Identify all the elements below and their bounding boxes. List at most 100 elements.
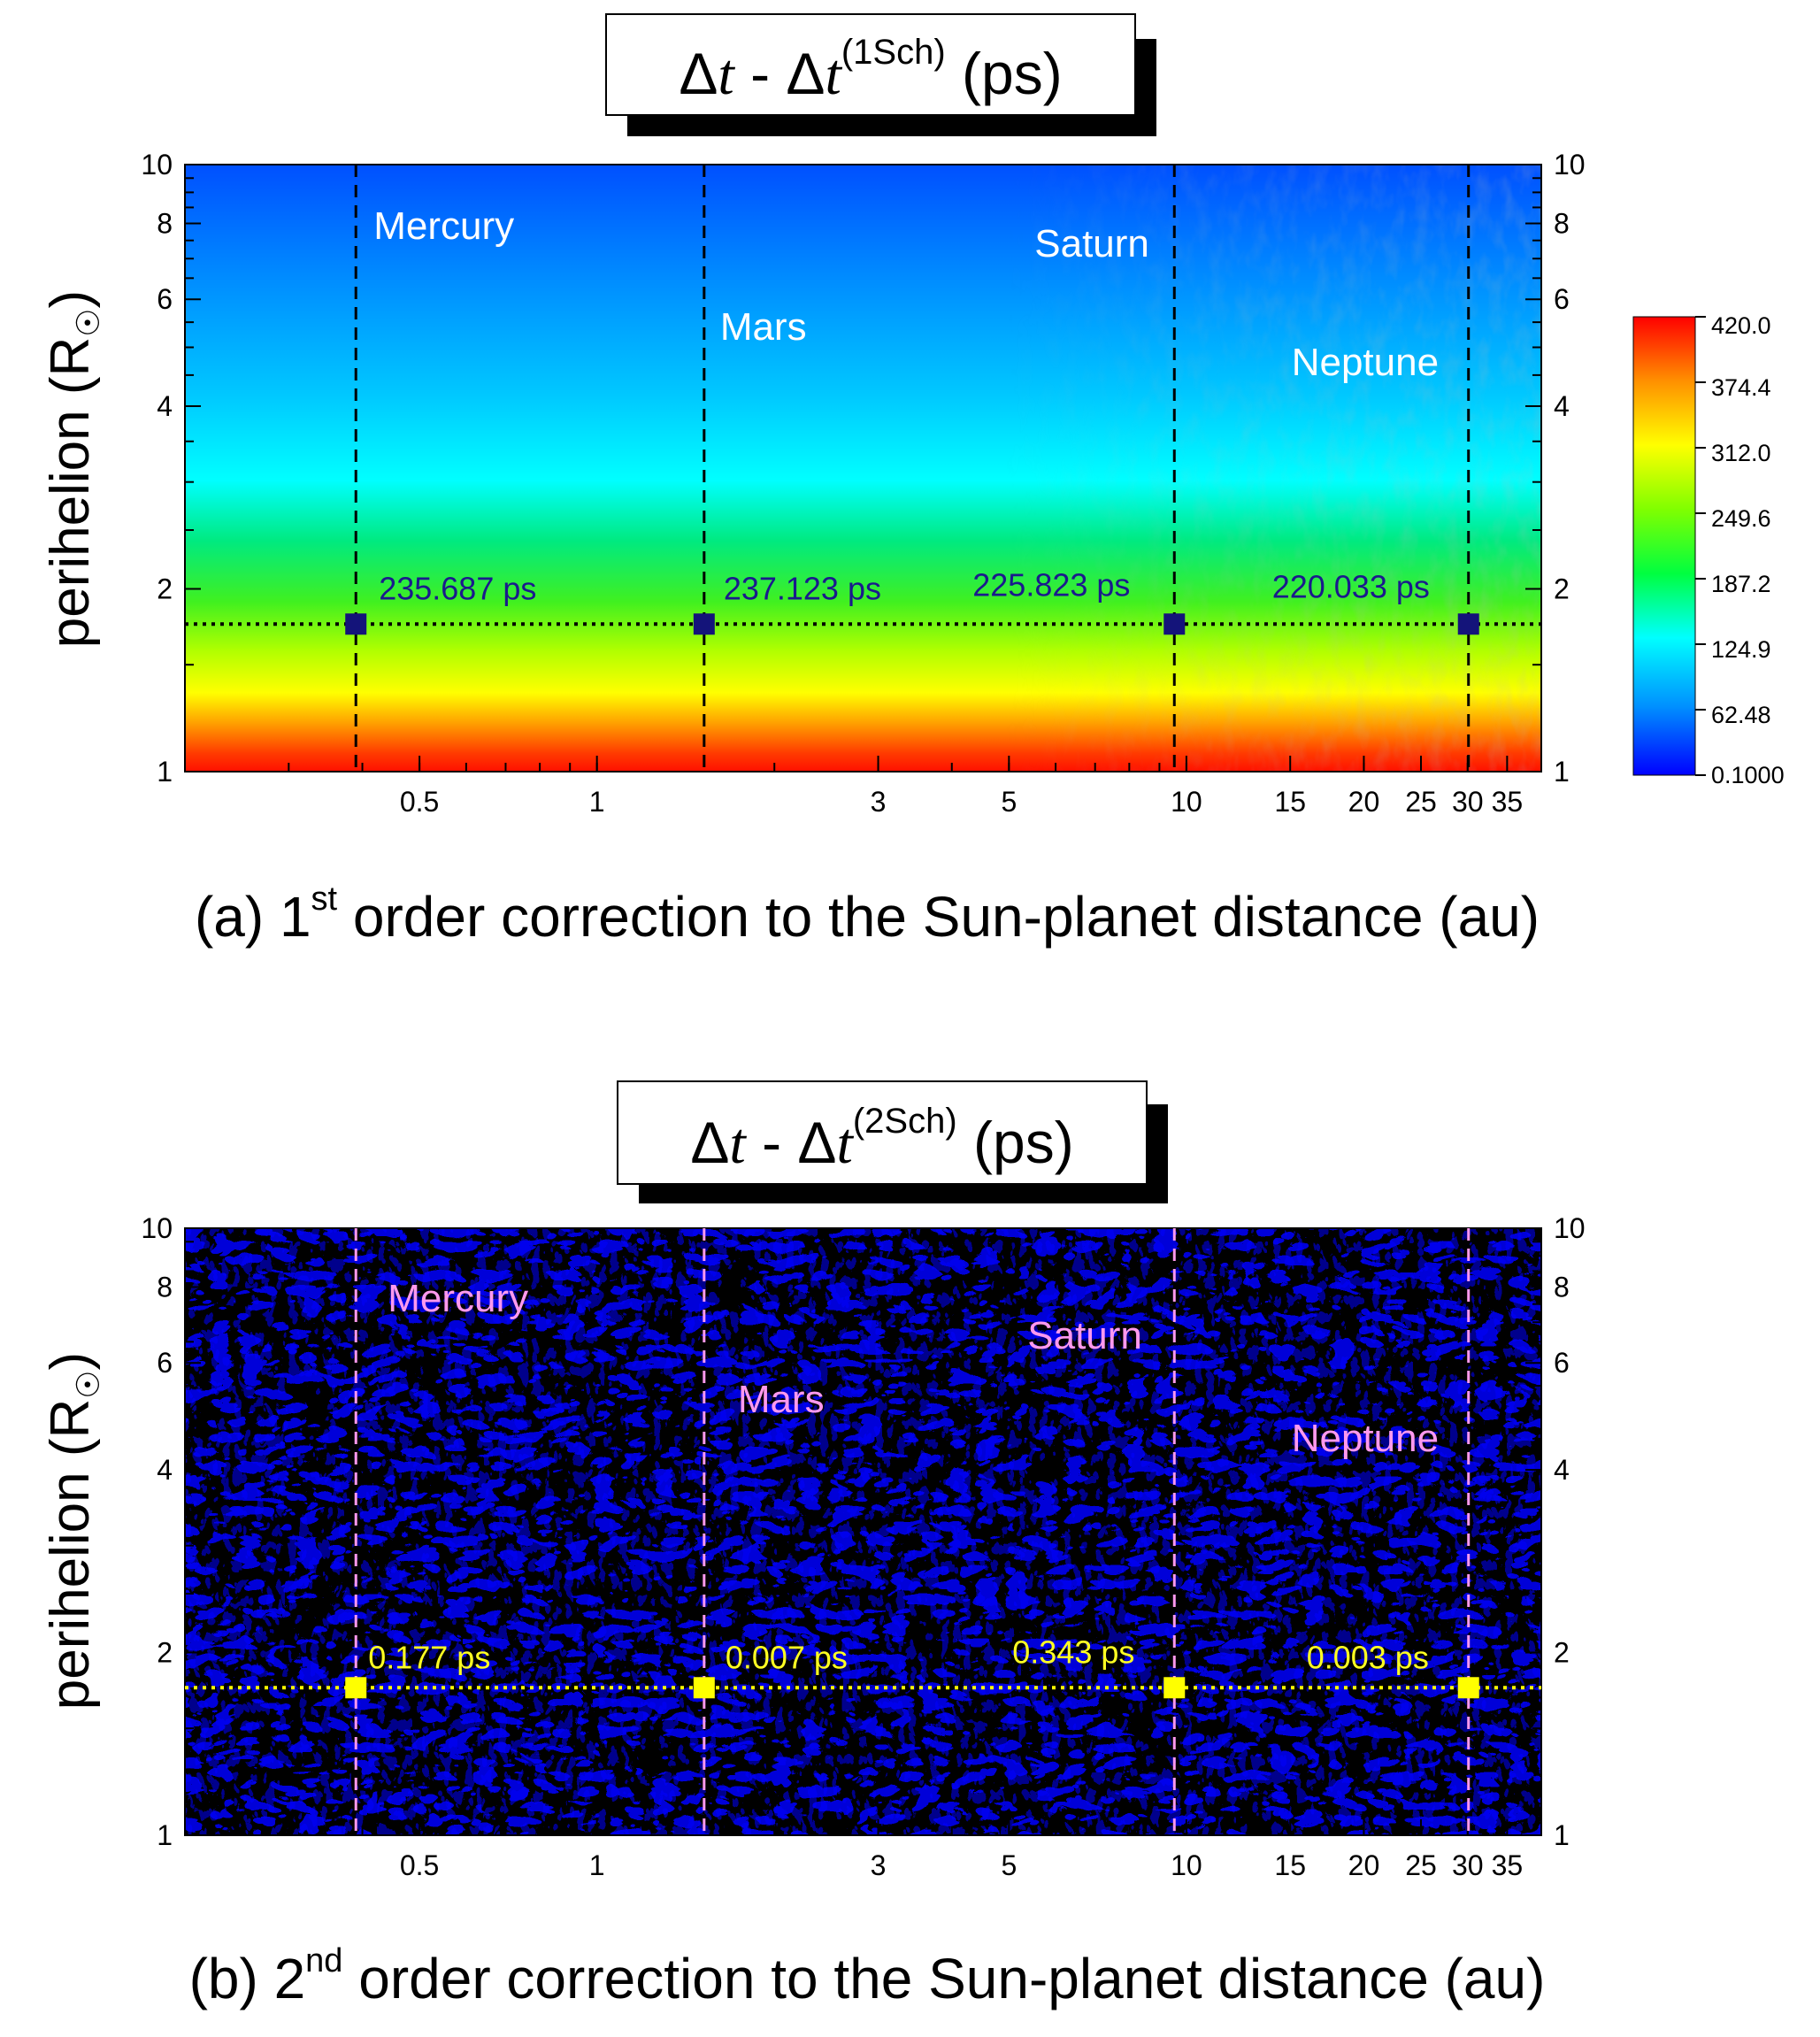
planet-label-saturn: Saturn — [1034, 222, 1149, 265]
colorbar-tick-label: 249.6 — [1711, 505, 1771, 532]
planet-marker-saturn — [1163, 613, 1186, 635]
colorbar-tick-label: 312.0 — [1711, 440, 1771, 466]
y-tick-label-right: 4 — [1554, 1454, 1570, 1486]
xlabel-b-post: order correction to the Sun-planet dista… — [342, 1947, 1545, 2010]
x-tick-label: 20 — [1348, 1849, 1380, 1881]
heatmap-a — [184, 164, 1542, 773]
title-a-unit: (ps) — [946, 41, 1063, 106]
colorbar-tick-label: 0.1000 — [1711, 762, 1785, 788]
title-a-sup: (1Sch) — [841, 33, 946, 72]
plot-frame-b — [184, 1227, 1542, 1836]
title-box-a: Δt - Δt(1Sch) (ps) — [605, 13, 1156, 136]
y-tick-label-left: 4 — [157, 1454, 173, 1486]
heatmap-b-blobs-fine — [185, 1228, 1541, 1835]
y-tick-label-right: 1 — [1554, 756, 1570, 788]
x-tick-label: 35 — [1492, 786, 1524, 818]
title-box-b: Δt - Δt(2Sch) (ps) — [617, 1080, 1168, 1203]
y-tick-label-right: 10 — [1554, 149, 1586, 181]
ylabel-b-text: perihelion (R — [40, 1399, 101, 1710]
title-a-delta: Δ — [679, 41, 718, 106]
title-a: Δt - Δt(1Sch) (ps) — [679, 33, 1062, 107]
value-label-saturn: 0.343 ps — [1012, 1633, 1134, 1670]
y-tick-label-right: 6 — [1554, 1347, 1570, 1379]
planet-marker-mars — [693, 613, 715, 635]
y-tick-label-left: 2 — [157, 573, 173, 604]
colorbar-tick-label: 420.0 — [1711, 312, 1771, 339]
heatmap-b — [184, 1227, 1542, 1836]
planet-marker-mercury — [345, 613, 367, 635]
planet-label-mercury: Mercury — [388, 1277, 528, 1320]
x-tick-label: 15 — [1274, 786, 1306, 818]
title-box-frame — [605, 13, 1136, 116]
y-tick-label-right: 4 — [1554, 390, 1570, 422]
y-tick-label-right: 10 — [1554, 1212, 1586, 1244]
y-tick-label-left: 1 — [157, 756, 173, 788]
colorbar-gradient — [1632, 316, 1696, 776]
planet-marker-neptune — [1457, 1677, 1479, 1699]
ylabel-a-text: perihelion (R — [40, 337, 101, 649]
title-b-t: t — [729, 1111, 747, 1176]
x-tick-label: 25 — [1405, 1849, 1437, 1881]
x-tick-label: 0.5 — [400, 1849, 439, 1881]
value-label-saturn: 225.823 ps — [972, 566, 1130, 603]
xlabel-a: (a) 1st order correction to the Sun-plan… — [195, 880, 1540, 949]
heatmap-b-blobs — [185, 1228, 1541, 1835]
title-b-delta: Δ — [690, 1110, 729, 1175]
value-label-mars: 0.007 ps — [726, 1639, 848, 1675]
y-tick-label-left: 8 — [157, 1271, 173, 1303]
xlabel-a-pre: (a) 1 — [195, 885, 311, 949]
title-b: Δt - Δt(2Sch) (ps) — [690, 1102, 1073, 1176]
panel-b: Δt - Δt(2Sch) (ps) 0.5 1 3 5 10 15 20 25 30 351 12… — [40, 1080, 1586, 2010]
y-tick-label-right: 2 — [1554, 1636, 1570, 1668]
ylabel-b: perihelion (R☉) — [40, 1352, 106, 1710]
x-tick-label: 30 — [1452, 1849, 1484, 1881]
x-tick-label: 25 — [1405, 786, 1437, 818]
x-tick-label: 15 — [1274, 1849, 1306, 1881]
x-tick-label: 5 — [1001, 1849, 1017, 1881]
overlay-a: Mercury 235.687 ps Mars 237.123 ps Saturn 225… — [185, 165, 1541, 772]
panel-a: Δt - Δt(1Sch) (ps) 0.5 1 3 5 10 15 20 25 30 351 12… — [40, 13, 1785, 949]
title-a-t: t — [718, 42, 735, 107]
x-tick-label: 0.5 — [400, 786, 439, 818]
x-tick-label: 1 — [589, 1849, 605, 1881]
sun-symbol-b: ☉ — [70, 1370, 106, 1398]
axes-b: 0.5 1 3 5 10 15 20 25 30 351 12 24 46 68 810 10 — [141, 1212, 1585, 1881]
y-tick-label-left: 6 — [157, 283, 173, 315]
planet-marker-neptune — [1457, 613, 1479, 635]
xlabel-b: (b) 2nd order correction to the Sun-plan… — [189, 1942, 1546, 2010]
axes-a: 0.5 1 3 5 10 15 20 25 30 351 12 24 46 68 810 10 — [141, 149, 1585, 818]
ylabel-a-close: ) — [40, 290, 101, 309]
y-tick-label-left: 10 — [141, 149, 173, 181]
y-tick-label-right: 8 — [1554, 207, 1570, 239]
x-tick-label: 35 — [1492, 1849, 1524, 1881]
sun-symbol-a: ☉ — [70, 308, 106, 336]
ylabel-a: perihelion (R☉) — [40, 290, 106, 648]
title-b-delta2: Δ — [797, 1110, 836, 1175]
y-tick-label-right: 8 — [1554, 1271, 1570, 1303]
x-tick-label: 3 — [871, 1849, 887, 1881]
value-label-mercury: 235.687 ps — [379, 570, 536, 606]
planet-label-saturn: Saturn — [1027, 1314, 1142, 1357]
planet-label-mercury: Mercury — [373, 204, 514, 248]
x-tick-label: 3 — [871, 786, 887, 818]
y-tick-label-left: 2 — [157, 1636, 173, 1668]
title-b-t2: t — [837, 1111, 855, 1176]
title-b-sep: - — [746, 1110, 798, 1175]
y-tick-label-right: 2 — [1554, 573, 1570, 604]
title-a-sep: - — [734, 41, 787, 106]
planet-label-mars: Mars — [738, 1378, 825, 1421]
planet-marker-mercury — [345, 1677, 367, 1699]
xlabel-a-post: order correction to the Sun-planet dista… — [337, 885, 1540, 949]
colorbar-tick-label: 187.2 — [1711, 571, 1771, 597]
ylabel-b-close: ) — [40, 1352, 101, 1371]
value-label-neptune: 0.003 ps — [1307, 1639, 1429, 1675]
y-tick-label-left: 4 — [157, 390, 173, 422]
xlabel-b-sup: nd — [305, 1942, 342, 1979]
colorbar-tick-label: 62.48 — [1711, 702, 1771, 728]
x-tick-label: 1 — [589, 786, 605, 818]
y-tick-label-left: 10 — [141, 1212, 173, 1244]
y-tick-label-left: 6 — [157, 1347, 173, 1379]
colorbar-ticks: 0.1000 62.48 124.9 187.2 249.6 312.0 374.4 420.… — [1695, 312, 1785, 788]
planet-label-mars: Mars — [720, 305, 807, 349]
x-tick-label: 10 — [1171, 786, 1202, 818]
